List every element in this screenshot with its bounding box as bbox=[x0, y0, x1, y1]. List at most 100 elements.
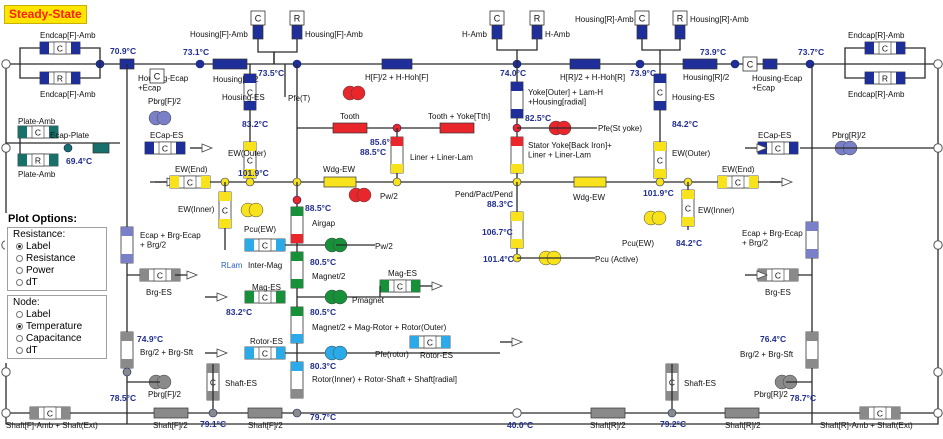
node-radio-label[interactable] bbox=[16, 310, 23, 318]
front-ambient-corner[interactable] bbox=[1, 59, 11, 69]
endcap-rear-amb-cap-symbol: C bbox=[882, 44, 888, 54]
airgap-node[interactable] bbox=[292, 195, 302, 205]
housing-ecap-rear-cap[interactable] bbox=[742, 56, 758, 72]
housing-front-amb-r-res[interactable] bbox=[291, 24, 303, 40]
brg-sft-rear-label: Brg/2 + Brg-Sft bbox=[740, 350, 794, 359]
housing-rear-half-resistor[interactable] bbox=[682, 58, 718, 70]
resistance-radio-dt[interactable] bbox=[16, 278, 23, 286]
endcap-front-amb-res-symbol: R bbox=[57, 74, 63, 84]
mag-es-left-element-left-block bbox=[245, 291, 254, 303]
mag-es-left-element-cap-box bbox=[258, 290, 272, 304]
ambient-corner-rear-bottom[interactable] bbox=[933, 408, 943, 418]
housing-rear-amb-l-res[interactable] bbox=[636, 24, 648, 40]
ew-outer-rear-node[interactable] bbox=[655, 177, 665, 187]
mag-es-top-label: Mag-ES bbox=[388, 269, 417, 278]
h-amb-l-res[interactable] bbox=[491, 24, 503, 40]
shaft-front-half-a[interactable] bbox=[153, 407, 189, 419]
shaft-front-mid-node[interactable] bbox=[208, 408, 218, 418]
ambient-plate-node[interactable] bbox=[1, 143, 11, 153]
housing-front-mid-node[interactable] bbox=[195, 59, 205, 69]
node-radio-temperature[interactable] bbox=[16, 322, 23, 330]
rotor-es-top-label: Rotor-ES bbox=[250, 337, 283, 346]
ambient-bottom-node[interactable] bbox=[512, 408, 522, 418]
resistance-radio-power[interactable] bbox=[16, 266, 23, 274]
housing-front-amb-l-cap[interactable] bbox=[250, 10, 266, 26]
node-temperature-plate: 69.4°C bbox=[66, 156, 92, 166]
resistance-radio-label[interactable] bbox=[16, 242, 23, 250]
pcu-ew-rear-source-b bbox=[651, 210, 667, 226]
ew-outer-front-element-symbol: C bbox=[247, 156, 253, 166]
wdg-ew-rear-resistor[interactable] bbox=[573, 176, 607, 188]
airgap-label: Airgap bbox=[312, 219, 336, 228]
h-amb-r-res[interactable] bbox=[531, 24, 543, 40]
shaft-mid-node[interactable] bbox=[292, 408, 302, 418]
shaft-rear-mid-node[interactable] bbox=[667, 408, 677, 418]
resistance-option-dt[interactable]: dT bbox=[16, 276, 106, 288]
ew-outer-front-node[interactable] bbox=[245, 177, 255, 187]
ambient-rear-low-node[interactable] bbox=[933, 367, 943, 377]
housing-front-amb-r-cap[interactable] bbox=[289, 10, 305, 26]
housing-rear-mid-node[interactable] bbox=[730, 59, 740, 69]
brg-sft-front-node[interactable] bbox=[122, 367, 132, 377]
ambient-front-low-node[interactable] bbox=[1, 367, 11, 377]
brg-es-front-element-symbol: C bbox=[157, 271, 163, 281]
h-amb-r-cap[interactable] bbox=[529, 10, 545, 26]
shaft-front-half-b-label: Shaft[F]/2 bbox=[248, 421, 283, 430]
endcap-rear-node[interactable] bbox=[805, 59, 815, 69]
winding-active-element-top-block bbox=[511, 212, 523, 221]
node-radio-dt[interactable] bbox=[16, 346, 23, 354]
pfe-t-label: Pfe(T) bbox=[288, 94, 311, 103]
shaft-front-half-b[interactable] bbox=[247, 407, 283, 419]
housing-ecap-rear-label: Housing-Ecap +Ecap bbox=[752, 74, 803, 93]
housing-rear-node[interactable] bbox=[635, 59, 645, 69]
plate-amb-res-right-block bbox=[49, 154, 58, 166]
endcap-front-amb-cap-symbol: C bbox=[57, 44, 63, 54]
housing-ecap-rear-resistor[interactable] bbox=[762, 58, 778, 70]
resistance-option-power[interactable]: Power bbox=[16, 264, 106, 276]
housing-ecap-front-cap[interactable] bbox=[149, 68, 165, 84]
node-option-temperature[interactable]: Temperature bbox=[16, 320, 106, 332]
housing-es-rear-element-top-block bbox=[654, 74, 666, 83]
node-option-label[interactable]: Label bbox=[16, 308, 106, 320]
node-radio-capacitance[interactable] bbox=[16, 334, 23, 342]
ambient-corner-front-bottom[interactable] bbox=[1, 408, 11, 418]
housing-front-hoh-resistor[interactable] bbox=[381, 58, 413, 70]
resistance-option-label[interactable]: Label bbox=[16, 240, 106, 252]
shaft-rear-half-a[interactable] bbox=[590, 407, 626, 419]
resistance-radio-resistance[interactable] bbox=[16, 254, 23, 262]
resistance-option-resistance[interactable]: Resistance bbox=[16, 252, 106, 264]
tooth-yoke-resistor[interactable] bbox=[439, 122, 475, 134]
wdg-ew-front-resistor[interactable] bbox=[323, 176, 357, 188]
rear-ambient-corner[interactable] bbox=[933, 59, 943, 69]
rotor-es-top-element-left-block bbox=[245, 347, 254, 359]
magnet-rotor-label: Magnet/2 + Mag-Rotor + Rotor(Outer) bbox=[312, 323, 447, 332]
ambient-pbrg-rear-node[interactable] bbox=[933, 143, 943, 153]
h-amb-l-cap[interactable] bbox=[489, 10, 505, 26]
plate-node[interactable] bbox=[63, 143, 73, 153]
liner-node[interactable] bbox=[392, 177, 402, 187]
yoke-outer-label: Yoke[Outer] + Lam-H +Housing[radial] bbox=[528, 88, 603, 107]
tooth-resistor[interactable] bbox=[332, 122, 368, 134]
endcap-front-amb-res-cap-box bbox=[53, 71, 67, 85]
endcap-front-amb-label-top: Endcap[F]-Amb bbox=[40, 31, 96, 40]
ecap-plate-resistor[interactable] bbox=[92, 142, 110, 154]
node-option-dt[interactable]: dT bbox=[16, 344, 106, 356]
shaft-rear-half-b[interactable] bbox=[724, 407, 760, 419]
endcap-rear-amb-cap-cap-box bbox=[878, 41, 892, 55]
housing-rear-hoh-resistor[interactable] bbox=[569, 58, 601, 70]
mag-es-top-element-right-block bbox=[411, 280, 420, 292]
ambient-rear-mid-node[interactable] bbox=[933, 240, 943, 250]
node-option-capacitance[interactable]: Capacitance bbox=[16, 332, 106, 344]
housing-rear-amb-l-cap[interactable] bbox=[634, 10, 650, 26]
rotor-es-right-ground bbox=[511, 337, 524, 347]
housing-front-half-resistor[interactable] bbox=[212, 58, 248, 70]
housing-front-amb-l-res[interactable] bbox=[252, 24, 264, 40]
ecap-es-front-element-symbol: C bbox=[162, 144, 168, 154]
housing-rear-amb-r-cap[interactable] bbox=[672, 10, 688, 26]
plate-amb-cap-cap-box bbox=[31, 125, 45, 139]
pbrg-rear-bottom-label: Pbrg[R]/2 bbox=[754, 390, 788, 399]
housing-rear-amb-r-res[interactable] bbox=[674, 24, 686, 40]
pfe-tooth-source-b bbox=[350, 85, 366, 101]
ecap-es-front-element-right-block bbox=[176, 142, 185, 154]
